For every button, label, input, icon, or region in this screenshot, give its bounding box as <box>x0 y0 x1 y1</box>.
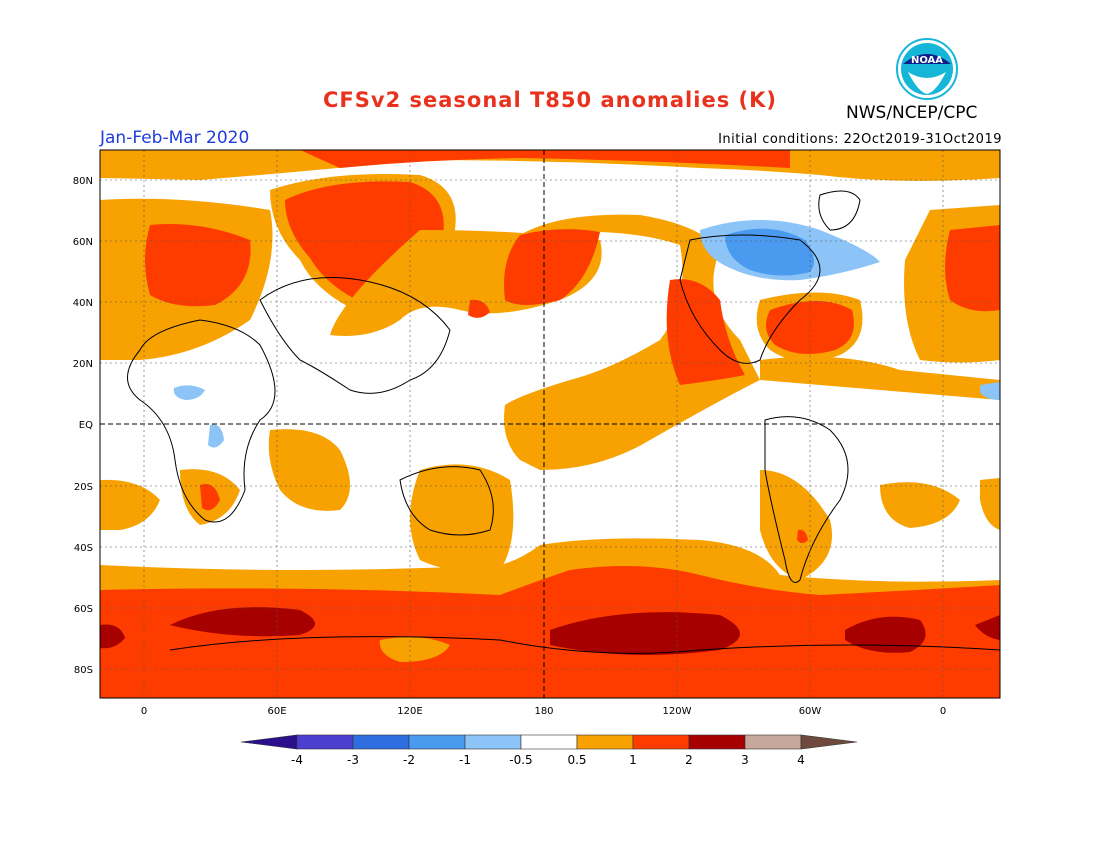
colorbar-segment-8 <box>688 734 746 750</box>
lat-label-40n: 40N <box>73 298 93 309</box>
lat-labels: 80N 60N 40N 20N EQ 20S 40S 60S 80S <box>73 176 93 676</box>
lon-labels: 0 60E 120E 180 120W 60W 0 <box>141 706 946 717</box>
colorbar-labels: -4 -3 -2 -1 -0.5 0.5 1 2 3 4 <box>291 753 805 767</box>
agency-label: NWS/NCEP/CPC <box>846 103 978 123</box>
map-frame <box>99 149 1001 699</box>
colorbar-label-pos4: 4 <box>797 753 805 767</box>
colorbar-segment-4 <box>464 734 522 750</box>
map-title: CFSv2 seasonal T850 anomalies (K) <box>323 88 777 112</box>
colorbar-segment-1 <box>296 734 354 750</box>
colorbar-label-neg4: -4 <box>291 753 303 767</box>
colorbar-label-neg05: -0.5 <box>509 753 532 767</box>
lat-label-20n: 20N <box>73 359 93 370</box>
colorbar-segment-6 <box>576 734 634 750</box>
initial-conditions-label: Initial conditions: 22Oct2019-31Oct2019 <box>718 132 1002 147</box>
colorbar-arrow-right <box>800 734 858 750</box>
lat-label-60n: 60N <box>73 237 93 248</box>
noaa-logo-icon: NOAA <box>896 38 958 100</box>
lon-label-120e: 120E <box>397 706 422 717</box>
colorbar-label-pos3: 3 <box>741 753 749 767</box>
colorbar-segment-7 <box>632 734 690 750</box>
colorbar-segment-5 <box>520 734 578 750</box>
season-label: Jan-Feb-Mar 2020 <box>100 128 250 148</box>
lat-label-40s: 40S <box>74 543 93 554</box>
colorbar-label-neg1: -1 <box>459 753 471 767</box>
lon-label-60w: 60W <box>799 706 822 717</box>
colorbar-label-neg3: -3 <box>347 753 359 767</box>
colorbar-label-pos1: 1 <box>629 753 637 767</box>
colorbar-segment-3 <box>408 734 466 750</box>
lat-label-eq: EQ <box>79 420 93 431</box>
colorbar-segment-2 <box>352 734 410 750</box>
lon-label-0-east: 0 <box>940 706 946 717</box>
lat-label-80n: 80N <box>73 176 93 187</box>
colorbar-label-pos05: 0.5 <box>567 753 586 767</box>
lon-label-60e: 60E <box>267 706 286 717</box>
lat-label-60s: 60S <box>74 604 93 615</box>
lon-label-180: 180 <box>534 706 553 717</box>
colorbar <box>240 734 858 750</box>
lat-label-80s: 80S <box>74 665 93 676</box>
colorbar-segment-9 <box>744 734 802 750</box>
colorbar-label-neg2: -2 <box>403 753 415 767</box>
colorbar-label-pos2: 2 <box>685 753 693 767</box>
anomaly-field <box>100 150 1000 698</box>
lat-label-20s: 20S <box>74 482 93 493</box>
colorbar-arrow-left <box>240 734 298 750</box>
lat-gridlines <box>100 179 1000 670</box>
noaa-logo-text: NOAA <box>911 55 943 66</box>
lon-label-0-west: 0 <box>141 706 147 717</box>
lon-label-120w: 120W <box>663 706 692 717</box>
lon-gridlines <box>143 150 944 698</box>
coastlines <box>127 190 1000 654</box>
